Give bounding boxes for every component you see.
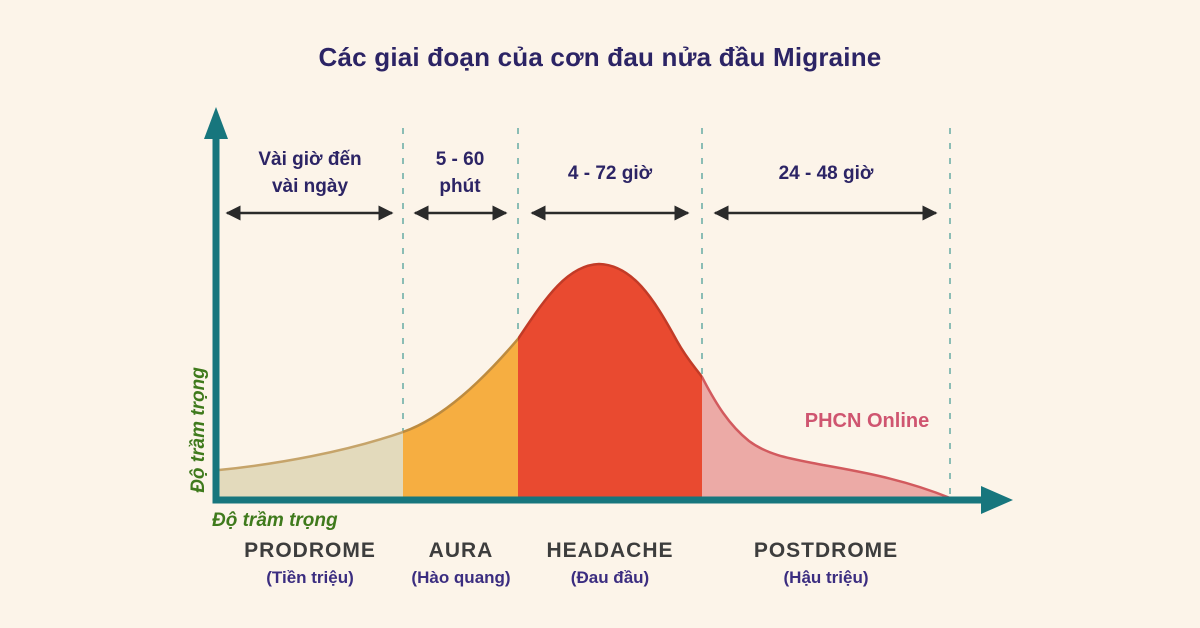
x-axis-arrow-icon: [981, 486, 1013, 514]
aura-area: [403, 339, 518, 503]
phase-label-prodrome: PRODROME: [244, 539, 376, 562]
duration-label-postdrome: 24 - 48 giờ: [779, 160, 874, 187]
phase-label-aura: AURA: [428, 539, 494, 562]
phase-sublabel-headache: (Đau đầu): [570, 568, 650, 587]
headache-area: [518, 264, 702, 503]
x-axis-label: Độ trầm trọng: [212, 510, 338, 531]
phase-label-block-aura: AURA (Hào quang): [411, 537, 510, 591]
duration-label-prodrome-line2: vài ngày: [271, 176, 349, 197]
duration-label-headache: 4 - 72 giờ: [568, 160, 652, 187]
duration-label-prodrome-line1: Vài giờ đến: [258, 149, 362, 170]
y-axis-arrow-icon: [204, 107, 228, 139]
duration-label-headache-line1: 4 - 72 giờ: [567, 163, 653, 184]
chart-title: Các giai đoạn của cơn đau nửa đầu Migrai…: [318, 42, 882, 72]
postdrome-curve: [702, 374, 951, 500]
phase-label-block-headache: HEADACHE (Đau đầu): [546, 537, 673, 591]
phase-label-headache: HEADACHE: [546, 539, 674, 562]
headache-curve: [518, 262, 702, 380]
postdrome-area: [702, 377, 950, 503]
phase-label-block-postdrome: POSTDROME (Hậu triệu): [754, 537, 898, 591]
y-axis-label: Độ trầm trọng: [188, 367, 209, 493]
duration-label-aura: 5 - 60 phút: [436, 146, 485, 200]
phase-label-postdrome: POSTDROME: [753, 539, 899, 562]
watermark: PHCN Online: [804, 410, 930, 432]
aura-curve: [403, 336, 518, 434]
phase-sublabel-prodrome: (Tiền triệu): [266, 568, 354, 587]
duration-label-prodrome: Vài giờ đến vài ngày: [258, 146, 361, 200]
duration-label-aura-line2: phút: [439, 176, 481, 197]
phase-label-block-prodrome: PRODROME (Tiền triệu): [244, 537, 376, 591]
duration-label-aura-line1: 5 - 60: [435, 149, 485, 170]
phase-sublabel-postdrome: (Hậu triệu): [783, 568, 869, 587]
phase-sublabel-aura: (Hào quang): [411, 568, 511, 587]
prodrome-area: [219, 432, 403, 503]
duration-label-postdrome-line1: 24 - 48 giờ: [778, 163, 874, 184]
